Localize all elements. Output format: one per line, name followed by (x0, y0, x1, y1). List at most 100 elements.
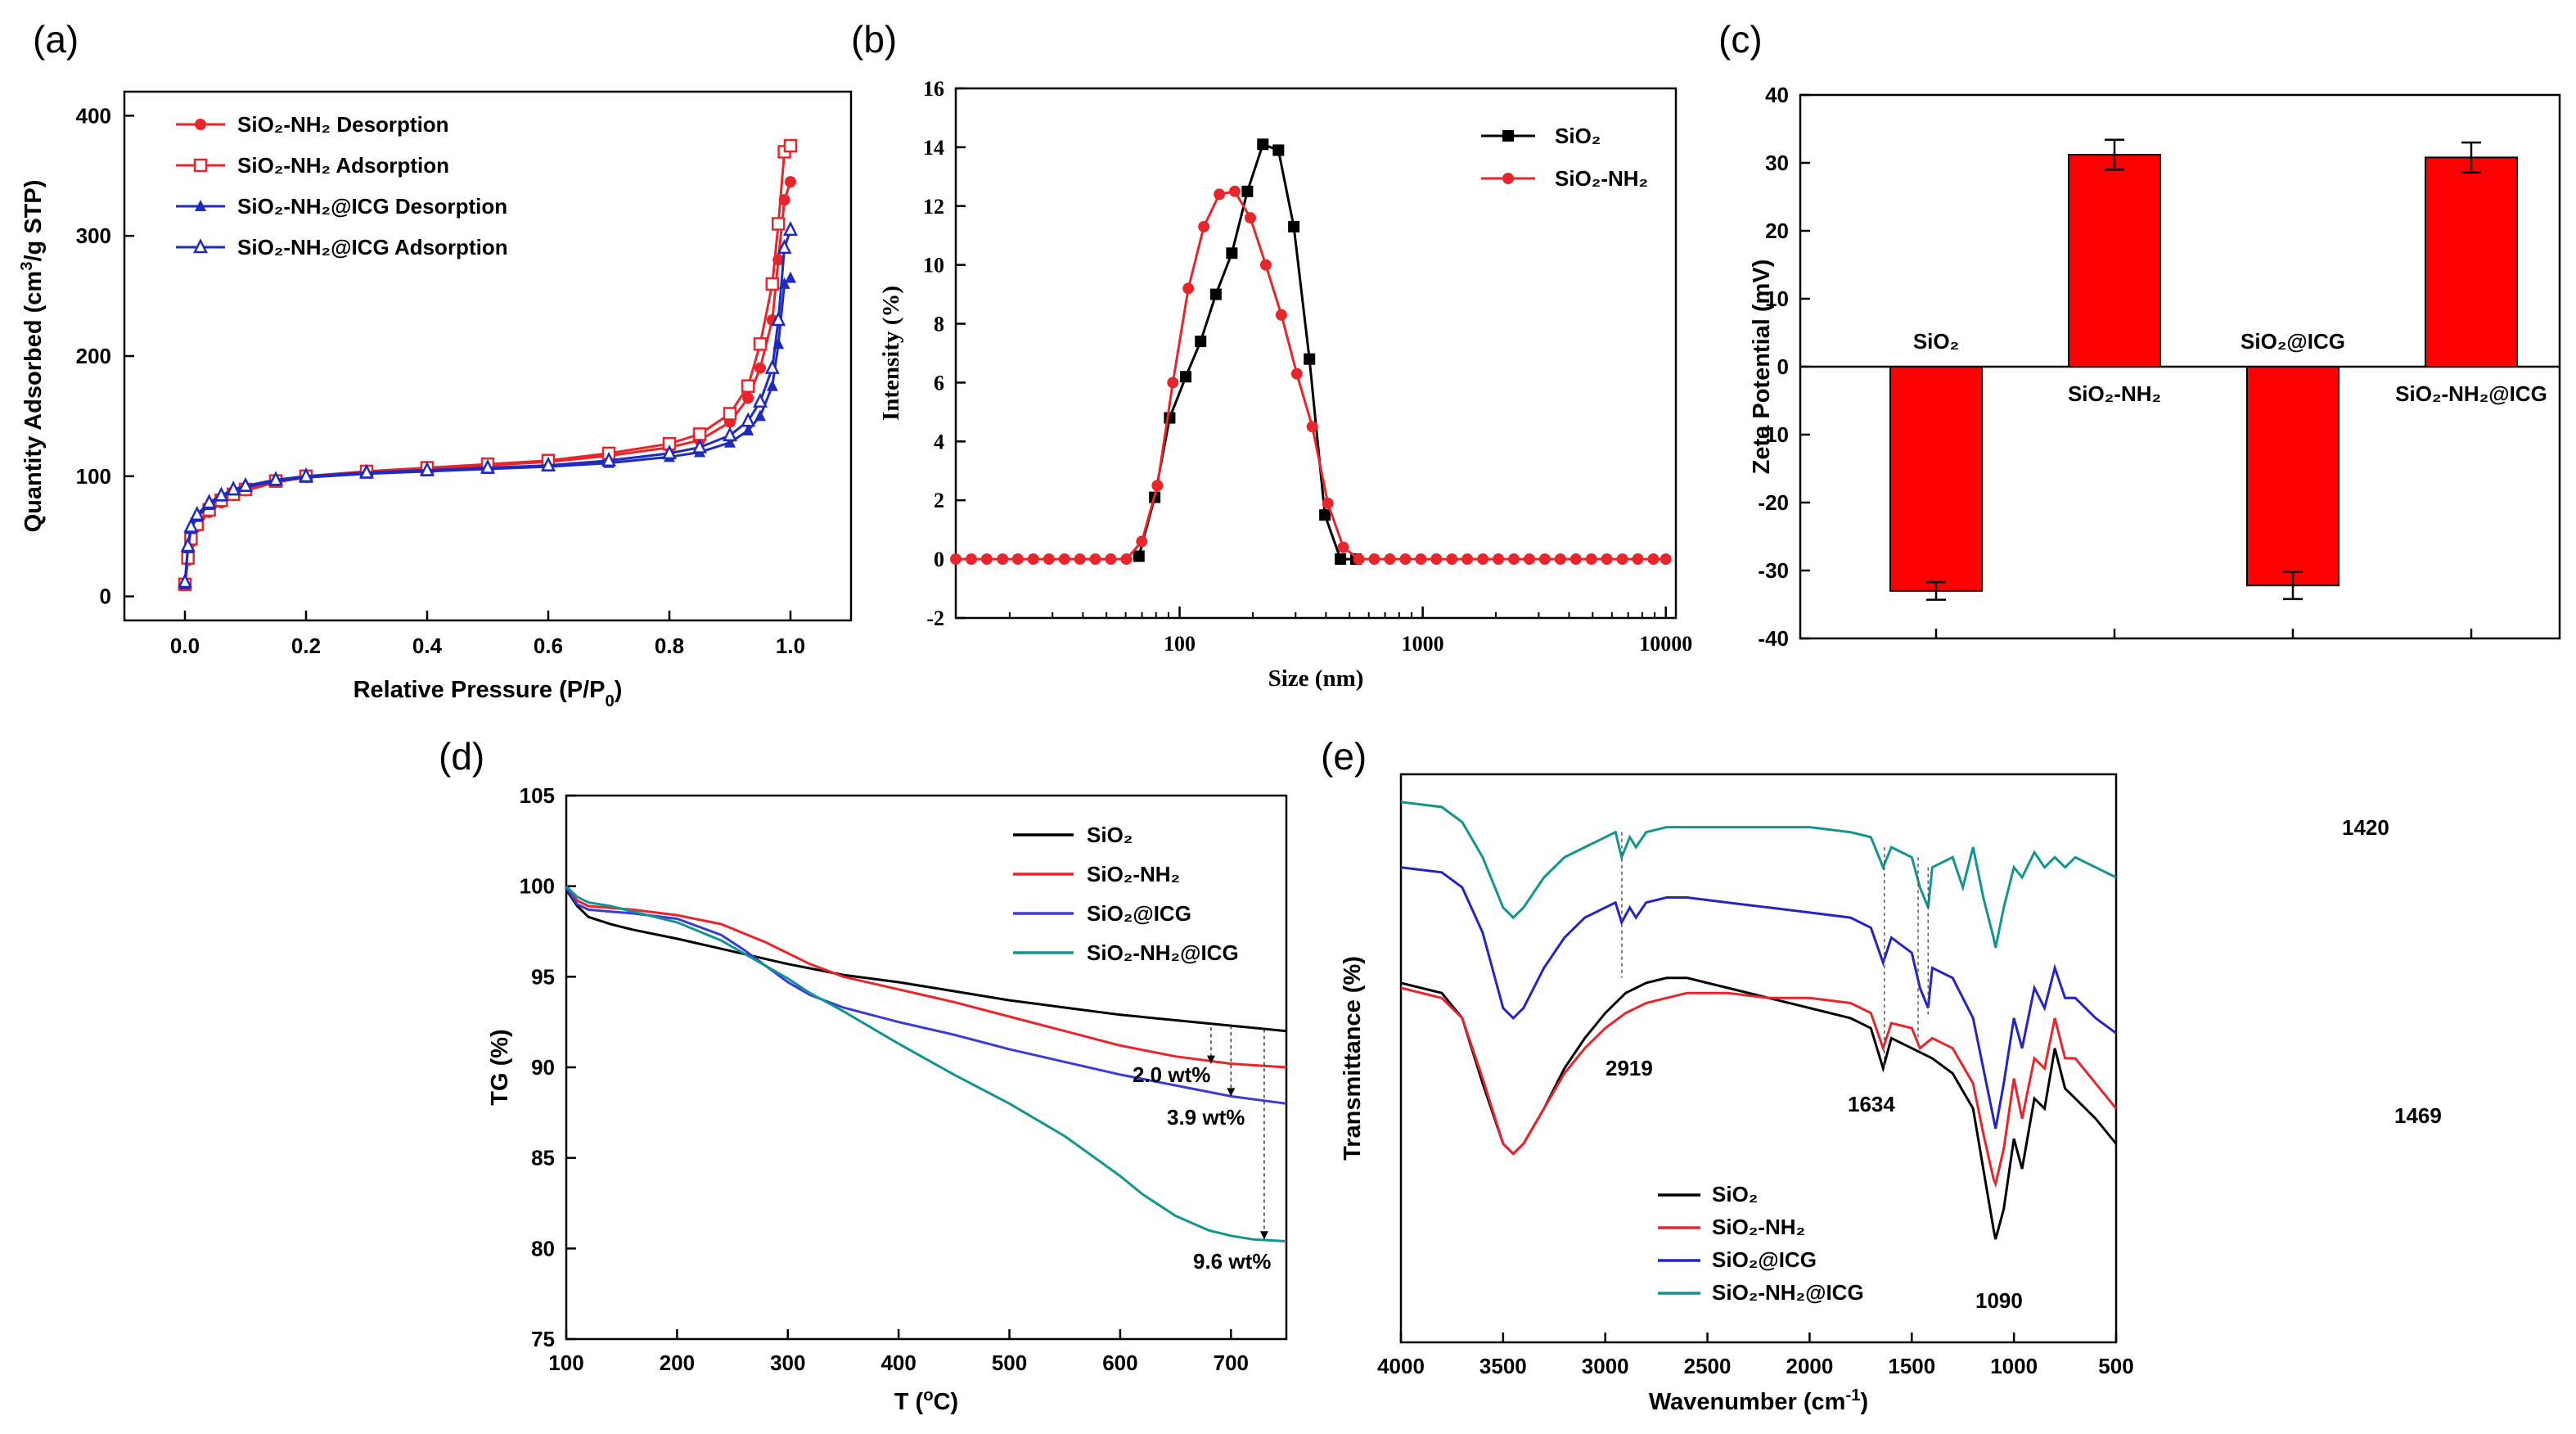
data-point-b-1 (1275, 309, 1287, 321)
x-tick-label-d: 100 (548, 1351, 583, 1375)
data-point-b-1 (1430, 553, 1443, 566)
data-point-a-2 (724, 435, 736, 448)
series-line-e-1 (1400, 986, 2118, 1188)
peak-label-e-1: 1634 (1848, 1092, 1895, 1116)
y-tick-label-a: 300 (76, 223, 111, 248)
x-tick-label-b: 100 (1164, 632, 1196, 656)
panel-label-c: (c) (1718, 18, 1763, 61)
data-point-b-0 (1335, 553, 1347, 566)
category-label-c-1: SiO₂-NH₂ (2068, 381, 2161, 406)
bar-c-3 (2425, 156, 2518, 368)
panel-label-e: (e) (1321, 735, 1367, 778)
y-tick-label-b: 4 (934, 430, 944, 453)
y-tick-label-c: -10 (1758, 422, 1789, 447)
data-point-b-1 (1616, 553, 1628, 566)
data-point-a-3 (722, 426, 738, 442)
data-point-a-3 (782, 221, 799, 237)
axes-b-frame (954, 87, 1678, 620)
legend-label-a-3: SiO₂-NH₂@ICG Adsorption (237, 235, 508, 259)
y-axis-label-c: Zeta Potential (mV) (1749, 259, 1775, 475)
x-tick-label-e: 1000 (1990, 1354, 2038, 1378)
data-point-b-1 (1136, 535, 1148, 548)
x-axis-label-b: Size (nm) (1268, 665, 1364, 692)
legend-marker-b-0 (1502, 130, 1514, 142)
data-point-b-1 (1120, 553, 1133, 566)
x-axis-label-d-part-1: o (923, 1387, 933, 1405)
data-point-b-1 (1214, 188, 1226, 201)
legend-label-a-0: SiO₂-NH₂ Desorption (237, 112, 449, 137)
data-point-b-0 (1257, 138, 1269, 151)
data-point-b-1 (1461, 553, 1474, 566)
data-point-b-1 (1089, 553, 1101, 566)
series-line-b-0 (1137, 142, 1356, 561)
x-tick-label-e: 500 (2098, 1354, 2133, 1378)
data-point-a-3 (764, 358, 780, 374)
data-point-a-1 (741, 379, 755, 393)
panel-b: (b) 100 1000 10000 -2 0 2 4 6 8 10 12 14 16 Size (nm) I… (851, 18, 1692, 692)
y-axis-label-a: Quantity Adsorbed (cm3/g STP) (18, 180, 47, 533)
data-point-b-1 (1182, 282, 1195, 295)
legend-marker-a-3 (192, 238, 209, 254)
x-tick-label-e: 2500 (1684, 1354, 1732, 1378)
data-point-a-3 (777, 239, 792, 255)
category-label-c-0: SiO₂ (1913, 329, 1959, 354)
data-point-b-1 (1569, 553, 1582, 566)
y-tick-label-a: 200 (76, 344, 111, 368)
y-tick-label-c: -20 (1758, 490, 1789, 515)
y-axis-label-a-part-2: /g STP) (20, 180, 47, 262)
data-point-b-1 (1229, 185, 1241, 197)
x-axis-label-e-part-1: -1 (1845, 1387, 1860, 1405)
legend-label-d-2: SiO₂@ICG (1087, 901, 1191, 926)
x-tick-label-e: 4000 (1377, 1354, 1425, 1378)
y-tick-label-b: 8 (934, 313, 944, 336)
data-point-b-1 (1027, 553, 1039, 566)
annotation-label-d-1: 3.9 wt% (1167, 1105, 1245, 1130)
data-point-a-1 (765, 277, 780, 291)
annotation-arrow-d-0 (1206, 1055, 1215, 1064)
data-point-a-3 (771, 311, 786, 327)
legend-marker-a-0 (195, 119, 206, 130)
data-point-b-1 (1384, 553, 1396, 566)
y-tick-label-b: -2 (926, 607, 944, 630)
legend-label-e-0: SiO₂ (1712, 1182, 1758, 1206)
data-point-a-1 (771, 217, 786, 231)
data-point-b-0 (1209, 288, 1222, 300)
x-tick-label-a: 0.6 (534, 634, 563, 658)
data-point-b-1 (1043, 553, 1055, 566)
panel-a: (a) 0.0 0.2 0.4 0.6 0.8 1.0 0 100 200 300 400 Relati… (18, 18, 853, 710)
data-point-a-1 (723, 407, 737, 421)
x-tick-label-a: 0.0 (170, 634, 200, 658)
x-axis-label-e-part-0: Wavenumber (cm (1649, 1389, 1846, 1415)
annotation-label-d-2: 9.6 wt% (1193, 1249, 1271, 1274)
data-point-a-1 (753, 337, 768, 351)
data-point-b-0 (1164, 412, 1176, 424)
panel-d: (d) 100 200 300 400 500 600 700 75 80 85 90 95 100 105… (439, 735, 1288, 1415)
data-point-b-0 (1195, 336, 1207, 348)
x-axis-label-d-part-0: T ( (894, 1389, 924, 1415)
panel-label-d: (d) (439, 735, 484, 778)
peak-label-e-2: 1420 (2342, 815, 2389, 840)
panel-label-a: (a) (33, 18, 79, 61)
data-point-a-3 (268, 471, 284, 486)
y-axis-label-e: Transmittance (%) (1340, 956, 1366, 1161)
x-tick-label-b: 1000 (1402, 632, 1444, 656)
data-point-b-1 (1074, 553, 1086, 566)
data-point-b-1 (1538, 553, 1551, 566)
data-point-b-1 (1198, 220, 1210, 232)
y-tick-label-b: 2 (934, 489, 944, 512)
x-tick-label-e: 3500 (1479, 1354, 1527, 1378)
y-tick-label-b: 0 (934, 548, 944, 571)
x-tick-label-a: 1.0 (776, 634, 805, 658)
panel-e: (e) 4000 3500 3000 2500 2000 1500 1000 500 Wavenu… (1321, 735, 2442, 1415)
x-tick-label-d: 500 (992, 1351, 1027, 1375)
data-point-b-0 (1241, 185, 1254, 197)
legend-label-e-1: SiO₂-NH₂ (1712, 1215, 1805, 1239)
data-point-a-1 (692, 427, 707, 441)
data-point-a-3 (691, 438, 708, 453)
data-point-b-1 (1306, 421, 1318, 433)
x-tick-label-e: 1500 (1888, 1354, 1935, 1378)
data-point-b-1 (1011, 553, 1024, 566)
y-tick-label-d: 100 (520, 874, 555, 899)
data-point-b-1 (1151, 480, 1164, 492)
